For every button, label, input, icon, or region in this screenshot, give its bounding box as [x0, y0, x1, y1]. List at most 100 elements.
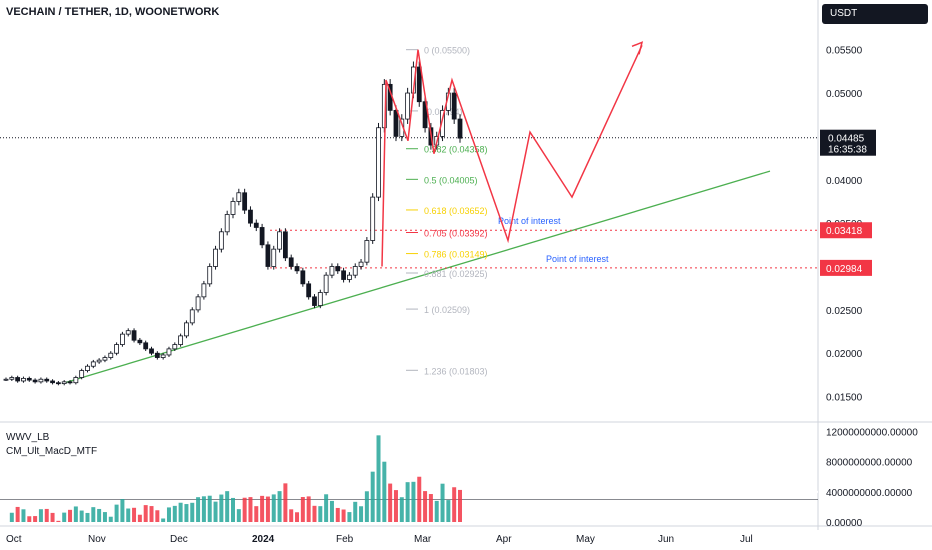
indicator-bar — [102, 512, 107, 522]
indicator-bar — [190, 502, 195, 522]
candle-body — [55, 382, 61, 385]
candle-body — [335, 266, 341, 272]
candle-body — [457, 118, 463, 139]
chart-title: VECHAIN / TETHER, 1D, WOONETWORK — [6, 6, 220, 18]
candle-body — [405, 92, 411, 120]
candle-body — [38, 378, 44, 383]
indicator-bar — [324, 494, 329, 522]
candle-body — [393, 109, 399, 137]
indicator-bar — [428, 494, 433, 522]
indicator-bar — [265, 496, 270, 522]
candle-body — [61, 381, 67, 384]
candle-body — [253, 222, 259, 228]
current-price-box — [820, 129, 876, 156]
time-tick-label: May — [576, 534, 595, 545]
indicator-bar — [236, 509, 241, 522]
candle-body — [282, 231, 288, 259]
candle-body — [96, 359, 102, 363]
candle-body — [288, 257, 294, 267]
candle-body — [364, 240, 370, 263]
candle-body — [248, 209, 253, 224]
indicator-label-macd: CM_Ult_MacD_MTF — [6, 446, 98, 457]
candle-body — [79, 370, 85, 378]
candle-body — [184, 322, 189, 337]
indicator-bar — [423, 491, 428, 522]
candle-body — [218, 231, 224, 250]
indicator-bar — [417, 476, 422, 522]
indicator-tick-label: 4000000000.00000 — [826, 488, 913, 499]
indicator-bar — [277, 491, 282, 522]
candle-body — [416, 66, 422, 103]
time-tick-label: Nov — [88, 534, 106, 545]
candle-body — [317, 292, 323, 306]
current-price-label: 0.04485 — [828, 134, 865, 145]
indicator-bar — [79, 510, 84, 522]
indicator-tick-label: 8000000000.00000 — [826, 458, 913, 469]
indicator-bar — [56, 520, 61, 522]
indicator-bar — [44, 508, 49, 522]
indicator-bar — [201, 496, 206, 522]
candle-body — [131, 330, 137, 341]
indicator-bar — [143, 505, 148, 522]
candle-body — [189, 309, 195, 324]
indicator-bar — [33, 516, 38, 522]
candle-body — [352, 266, 358, 276]
candle-body — [422, 101, 428, 129]
candle-body — [85, 365, 90, 371]
time-tick-label: Jul — [740, 534, 753, 545]
fib-level-label: 0.618 (0.03652) — [424, 206, 488, 216]
indicator-bar — [405, 482, 410, 522]
candle-body — [213, 248, 218, 267]
candle-body — [26, 377, 32, 381]
indicator-bar — [184, 504, 189, 522]
candle-body — [271, 248, 277, 267]
projection-path — [381, 45, 643, 267]
candle-body — [201, 283, 207, 298]
currency-selector[interactable]: USDT — [822, 4, 928, 24]
candle-body — [329, 266, 335, 276]
candle-body — [207, 266, 213, 285]
indicator-bar — [196, 497, 201, 522]
candle-body — [21, 377, 26, 382]
candle-body — [125, 330, 131, 335]
indicator-bar — [411, 481, 416, 522]
fib-level-label: 1 (0.02509) — [424, 305, 470, 315]
indicator-bar — [376, 435, 381, 522]
indicator-bar — [388, 483, 393, 522]
candle-body — [300, 270, 306, 285]
indicator-bar — [108, 516, 113, 522]
candle-body — [143, 342, 149, 350]
indicator-bar — [225, 491, 230, 522]
indicator-bar — [231, 497, 235, 522]
fib-level-label: 0.5 (0.04005) — [424, 175, 478, 185]
indicator-bar — [21, 509, 26, 522]
indicator-bar — [341, 509, 346, 522]
indicator-bar — [85, 512, 90, 522]
candle-body — [341, 270, 346, 280]
indicator-bar — [312, 505, 317, 522]
price-tick-label: 0.05000 — [826, 89, 863, 100]
indicator-bar — [97, 508, 102, 522]
candle-body — [160, 354, 166, 358]
candle-body — [451, 92, 457, 120]
candle-body — [236, 192, 242, 202]
time-tick-label: Oct — [6, 534, 22, 545]
time-tick-label: Feb — [336, 534, 354, 545]
candle-body — [166, 348, 172, 356]
candle-body — [172, 344, 178, 350]
indicator-bar — [91, 507, 96, 522]
time-tick-label: Jun — [658, 534, 674, 545]
indicator-bar — [15, 506, 20, 522]
indicator-bar — [213, 501, 218, 522]
candle-body — [149, 348, 154, 354]
indicator-bar — [364, 491, 369, 522]
indicator-bar — [149, 506, 154, 522]
candle-body — [265, 244, 271, 267]
indicator-bar — [318, 506, 323, 522]
indicator-bar — [155, 510, 160, 522]
fib-level-label: 0.881 (0.02925) — [424, 269, 488, 279]
indicator-bar — [114, 504, 119, 522]
price-tick-label: 0.05500 — [826, 46, 863, 57]
